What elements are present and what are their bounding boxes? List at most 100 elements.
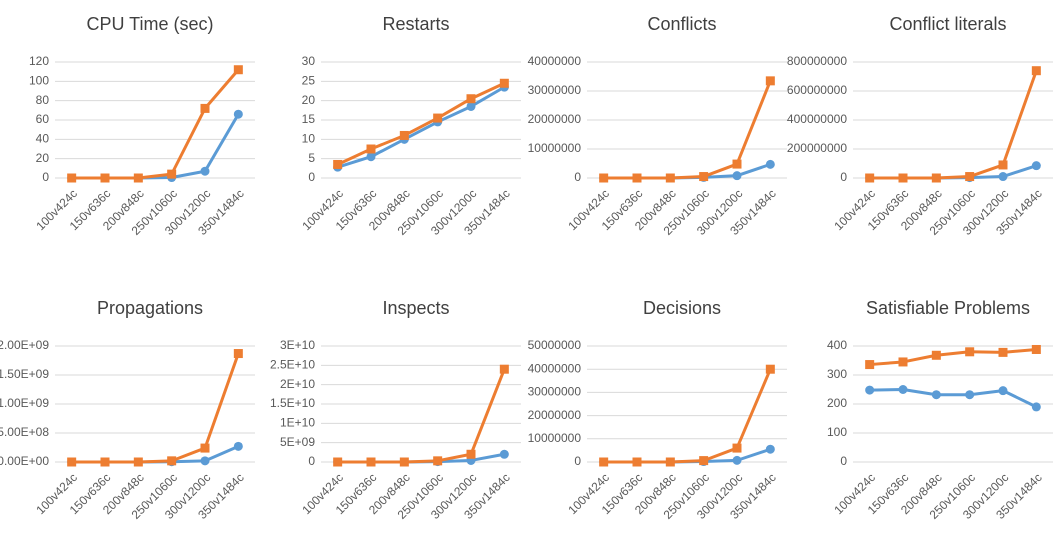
point-marker bbox=[765, 444, 775, 454]
y-tick-label: 40000000 bbox=[528, 361, 582, 375]
y-tick-label: 1.00E+09 bbox=[0, 396, 49, 410]
point-marker bbox=[632, 173, 642, 183]
y-tick-label: 50000000 bbox=[528, 338, 582, 352]
point-marker bbox=[965, 390, 975, 400]
y-tick-label: 25 bbox=[302, 74, 316, 88]
point-marker bbox=[399, 457, 409, 467]
point-marker bbox=[765, 364, 775, 374]
point-marker bbox=[998, 172, 1008, 182]
y-tick-label: 400000000 bbox=[787, 112, 847, 126]
y-tick-label: 0.00E+00 bbox=[0, 454, 49, 468]
point-marker bbox=[133, 173, 143, 183]
y-tick-label: 800000000 bbox=[787, 54, 847, 68]
point-marker bbox=[1031, 161, 1041, 171]
chart-title: Satisfiable Problems bbox=[866, 298, 1030, 318]
series-line bbox=[71, 113, 240, 180]
y-tick-label: 1E+10 bbox=[280, 416, 315, 430]
y-tick-label: 2.00E+09 bbox=[0, 338, 49, 352]
point-marker bbox=[233, 65, 243, 75]
point-marker bbox=[333, 159, 343, 169]
y-tick-label: 1.50E+09 bbox=[0, 367, 49, 381]
point-marker bbox=[665, 173, 675, 183]
point-marker bbox=[366, 152, 376, 162]
y-tick-label: 10 bbox=[302, 132, 316, 146]
point-marker bbox=[100, 173, 110, 183]
point-marker bbox=[865, 385, 875, 395]
point-marker bbox=[599, 457, 609, 467]
series-line bbox=[869, 388, 1037, 409]
y-tick-label: 0 bbox=[840, 170, 847, 184]
chart-title: Decisions bbox=[643, 298, 721, 318]
y-tick-label: 2E+10 bbox=[280, 377, 315, 391]
y-tick-label: 10000000 bbox=[528, 141, 582, 155]
point-marker bbox=[233, 349, 243, 359]
point-marker bbox=[898, 385, 908, 394]
series-line bbox=[71, 68, 240, 180]
point-marker bbox=[233, 441, 243, 451]
point-marker bbox=[366, 457, 376, 467]
y-tick-label: 0 bbox=[574, 170, 581, 184]
y-tick-label: 0 bbox=[840, 454, 847, 468]
point-marker bbox=[632, 457, 642, 467]
point-marker bbox=[167, 169, 177, 179]
point-marker bbox=[466, 101, 476, 111]
point-marker bbox=[732, 171, 742, 181]
y-tick-label: 5E+09 bbox=[280, 435, 315, 449]
series-line bbox=[337, 85, 506, 169]
y-tick-label: 30000000 bbox=[528, 385, 582, 399]
series-line bbox=[869, 70, 1038, 180]
y-tick-label: 1.5E+10 bbox=[270, 396, 315, 410]
y-tick-label: 0 bbox=[308, 454, 315, 468]
y-tick-label: 100 bbox=[827, 425, 847, 439]
point-marker bbox=[466, 449, 476, 459]
point-marker bbox=[599, 173, 609, 183]
point-marker bbox=[765, 159, 775, 169]
series-line bbox=[71, 444, 239, 464]
y-tick-label: 0 bbox=[574, 454, 581, 468]
chart-title: Propagations bbox=[97, 298, 203, 318]
y-tick-label: 20 bbox=[36, 151, 50, 165]
y-tick-label: 600000000 bbox=[787, 83, 847, 97]
chart-title: Conflicts bbox=[647, 14, 716, 34]
point-marker bbox=[965, 347, 975, 357]
point-marker bbox=[665, 457, 675, 467]
series-line bbox=[603, 80, 772, 180]
y-tick-label: 0 bbox=[308, 170, 315, 184]
y-tick-label: 400 bbox=[827, 338, 847, 352]
series-line bbox=[337, 81, 505, 166]
y-tick-label: 20000000 bbox=[528, 112, 582, 126]
chart-title: Conflict literals bbox=[889, 14, 1006, 34]
point-marker bbox=[865, 360, 875, 370]
chart-title: CPU Time (sec) bbox=[86, 14, 213, 34]
point-marker bbox=[499, 449, 509, 459]
point-marker bbox=[233, 109, 243, 119]
y-tick-label: 200000000 bbox=[787, 141, 847, 155]
point-marker bbox=[865, 173, 875, 183]
y-tick-label: 200 bbox=[827, 396, 847, 410]
point-marker bbox=[200, 443, 210, 453]
point-marker bbox=[399, 130, 409, 140]
series-line bbox=[337, 368, 506, 464]
point-marker bbox=[67, 173, 77, 183]
y-tick-label: 5.00E+08 bbox=[0, 425, 49, 439]
y-tick-label: 120 bbox=[29, 54, 49, 68]
y-tick-label: 40000000 bbox=[528, 54, 582, 68]
point-marker bbox=[133, 457, 143, 467]
point-marker bbox=[100, 457, 110, 467]
y-tick-label: 0 bbox=[42, 170, 49, 184]
y-tick-label: 10000000 bbox=[528, 431, 582, 445]
y-tick-label: 300 bbox=[827, 367, 847, 381]
chart-title: Restarts bbox=[382, 14, 449, 34]
point-marker bbox=[699, 456, 709, 466]
y-tick-label: 80 bbox=[36, 93, 50, 107]
point-marker bbox=[433, 113, 443, 123]
point-marker bbox=[499, 364, 509, 374]
y-tick-label: 30 bbox=[302, 54, 316, 68]
series-line bbox=[71, 353, 240, 464]
y-tick-label: 15 bbox=[302, 112, 316, 126]
point-marker bbox=[898, 173, 908, 183]
y-tick-label: 100 bbox=[29, 74, 49, 88]
point-marker bbox=[931, 390, 941, 400]
point-marker bbox=[699, 172, 709, 182]
point-marker bbox=[333, 457, 343, 467]
